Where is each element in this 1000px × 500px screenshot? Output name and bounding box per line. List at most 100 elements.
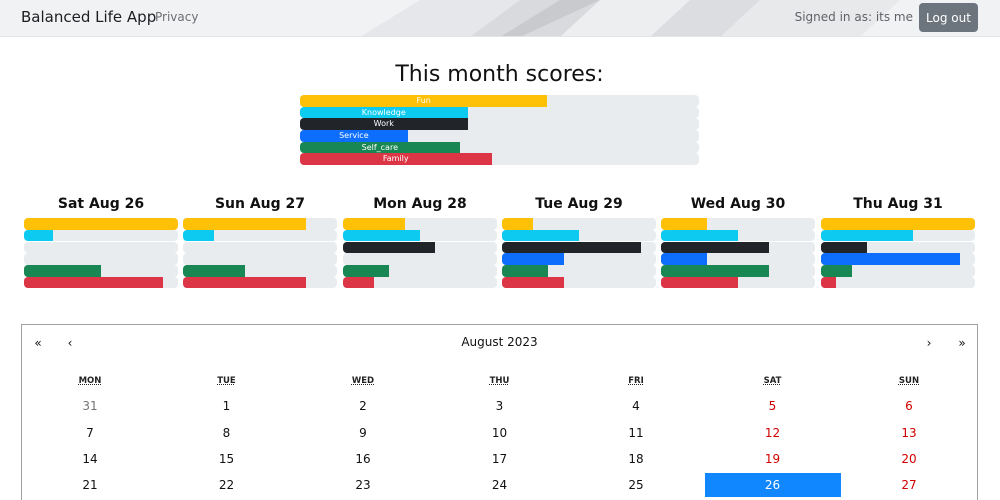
- day-score-bar-fill: [821, 229, 914, 242]
- calendar-day[interactable]: 7: [86, 426, 94, 440]
- calendar-next-month-button[interactable]: ›: [917, 333, 941, 353]
- day-score-bar-service: [661, 253, 815, 265]
- weekday-header: SUN: [898, 376, 920, 386]
- calendar-day[interactable]: 20: [901, 452, 917, 466]
- day-score-bar-self-care: [502, 265, 656, 277]
- calendar-day[interactable]: 9: [359, 426, 367, 440]
- top-navbar: Balanced Life App Privacy Signed in as: …: [0, 0, 1000, 37]
- calendar-prev-year-button[interactable]: «: [26, 333, 50, 353]
- calendar-day[interactable]: 16: [355, 452, 371, 466]
- day-title: Tue Aug 29: [535, 196, 623, 212]
- calendar-day-selected[interactable]: 26: [704, 473, 841, 497]
- calendar-day[interactable]: 19: [764, 452, 781, 466]
- weekday-header: WED: [351, 376, 375, 386]
- calendar-day[interactable]: 24: [491, 478, 508, 492]
- day-score-bar-fill: [821, 265, 852, 277]
- weekday-header: MON: [78, 376, 102, 386]
- calendar-day[interactable]: 1: [222, 399, 231, 413]
- calendar-day[interactable]: 12: [764, 426, 781, 440]
- day-score-bar-family: [343, 276, 497, 289]
- day-title: Thu Aug 31: [853, 196, 943, 212]
- calendar-day[interactable]: 14: [82, 452, 98, 466]
- calendar-next-year-button[interactable]: »: [950, 333, 974, 353]
- day-score-bar-knowledge: [502, 229, 656, 242]
- month-score-bar-service: Service: [300, 130, 699, 142]
- calendar-day[interactable]: 27: [901, 478, 917, 492]
- calendar-day[interactable]: 6: [905, 399, 913, 413]
- calendar-day[interactable]: 25: [628, 478, 644, 492]
- day-score-bar-work: [343, 241, 497, 254]
- day-card: Wed Aug 30: [661, 196, 815, 289]
- month-score-bar-family: Family: [300, 153, 699, 165]
- day-score-bar-knowledge: [183, 229, 337, 242]
- day-score-bar-family: [821, 276, 975, 289]
- day-score-bar-fun: [661, 218, 815, 230]
- calendar-day[interactable]: 18: [628, 452, 644, 466]
- day-score-bar-fill: [24, 218, 178, 230]
- day-score-bar-self-care: [661, 265, 815, 277]
- calendar-day[interactable]: 4: [632, 399, 640, 413]
- weekday-header: FRI: [628, 376, 644, 386]
- day-score-bar-fill: [661, 241, 769, 254]
- app-brand[interactable]: Balanced Life App: [21, 8, 157, 26]
- weekday-header: TUE: [217, 376, 236, 386]
- month-score-bar-label: Self_care: [300, 141, 460, 154]
- month-score-bar-self-care: Self_care: [300, 141, 699, 154]
- calendar-day[interactable]: 5: [768, 399, 777, 413]
- nav-link-privacy[interactable]: Privacy: [155, 10, 199, 24]
- calendar-day[interactable]: 22: [218, 478, 235, 492]
- month-score-bar-label: Service: [300, 130, 408, 142]
- month-score-bar-work: Work: [300, 118, 699, 130]
- day-score-bar-fill: [502, 241, 641, 254]
- day-card: Sun Aug 27: [183, 196, 337, 289]
- calendar-day[interactable]: 17: [491, 452, 508, 466]
- day-score-bar-fill: [821, 276, 837, 289]
- calendar-prev-month-button[interactable]: ‹: [58, 333, 82, 353]
- day-score-bar-fill: [183, 276, 307, 289]
- day-score-bar-fill: [821, 218, 975, 230]
- day-score-bar-self-care: [821, 265, 975, 277]
- calendar-day[interactable]: 10: [491, 426, 508, 440]
- month-score-bar-knowledge: Knowledge: [300, 106, 699, 119]
- calendar-day[interactable]: 2: [359, 399, 367, 413]
- day-score-bar-fill: [183, 218, 307, 230]
- day-title: Mon Aug 28: [373, 196, 467, 212]
- day-score-bar-self-care: [343, 265, 497, 277]
- day-score-bar-fill: [24, 229, 54, 242]
- month-scores-title: This month scores:: [395, 62, 604, 87]
- day-score-bar-service: [343, 253, 497, 265]
- day-score-bar-fill: [502, 265, 549, 277]
- calendar-day[interactable]: 11: [628, 426, 644, 440]
- day-score-bar-work: [24, 241, 178, 254]
- month-score-bar-fun: Fun: [300, 95, 699, 107]
- day-score-bar-fun: [343, 218, 497, 230]
- day-score-bar-fill: [661, 253, 708, 265]
- day-score-bar-fill: [24, 265, 101, 277]
- day-score-bar-fill: [502, 276, 564, 289]
- day-score-bar-fill: [343, 276, 374, 289]
- day-score-bar-fill: [661, 265, 769, 277]
- day-score-bar-self-care: [183, 265, 337, 277]
- calendar-day[interactable]: 13: [901, 426, 917, 440]
- calendar-day[interactable]: 23: [355, 478, 371, 492]
- day-score-bar-fun: [502, 218, 656, 230]
- day-title: Sun Aug 27: [214, 196, 306, 212]
- day-score-bar-self-care: [24, 265, 178, 277]
- day-score-bar-knowledge: [821, 229, 975, 242]
- calendar-day[interactable]: 31: [82, 399, 98, 413]
- day-score-bar-fill: [502, 253, 564, 265]
- month-score-bar-label: Family: [300, 153, 492, 165]
- day-title: Sat Aug 26: [57, 196, 145, 212]
- day-score-bar-fill: [183, 229, 214, 242]
- day-score-bar-service: [183, 253, 337, 265]
- calendar-day[interactable]: 3: [495, 399, 504, 413]
- calendar-day[interactable]: 8: [222, 426, 231, 440]
- calendar-month-label[interactable]: August 2023: [461, 335, 538, 349]
- calendar: « ‹ August 2023 › » MON TUE WED THU FRI SAT SU…: [21, 324, 978, 500]
- day-card: Mon Aug 28: [343, 196, 497, 289]
- day-score-bar-fun: [183, 218, 337, 230]
- calendar-day[interactable]: 15: [218, 452, 235, 466]
- logout-button[interactable]: Log out: [919, 3, 978, 32]
- calendar-day[interactable]: 21: [82, 478, 98, 492]
- day-score-bar-fill: [661, 218, 708, 230]
